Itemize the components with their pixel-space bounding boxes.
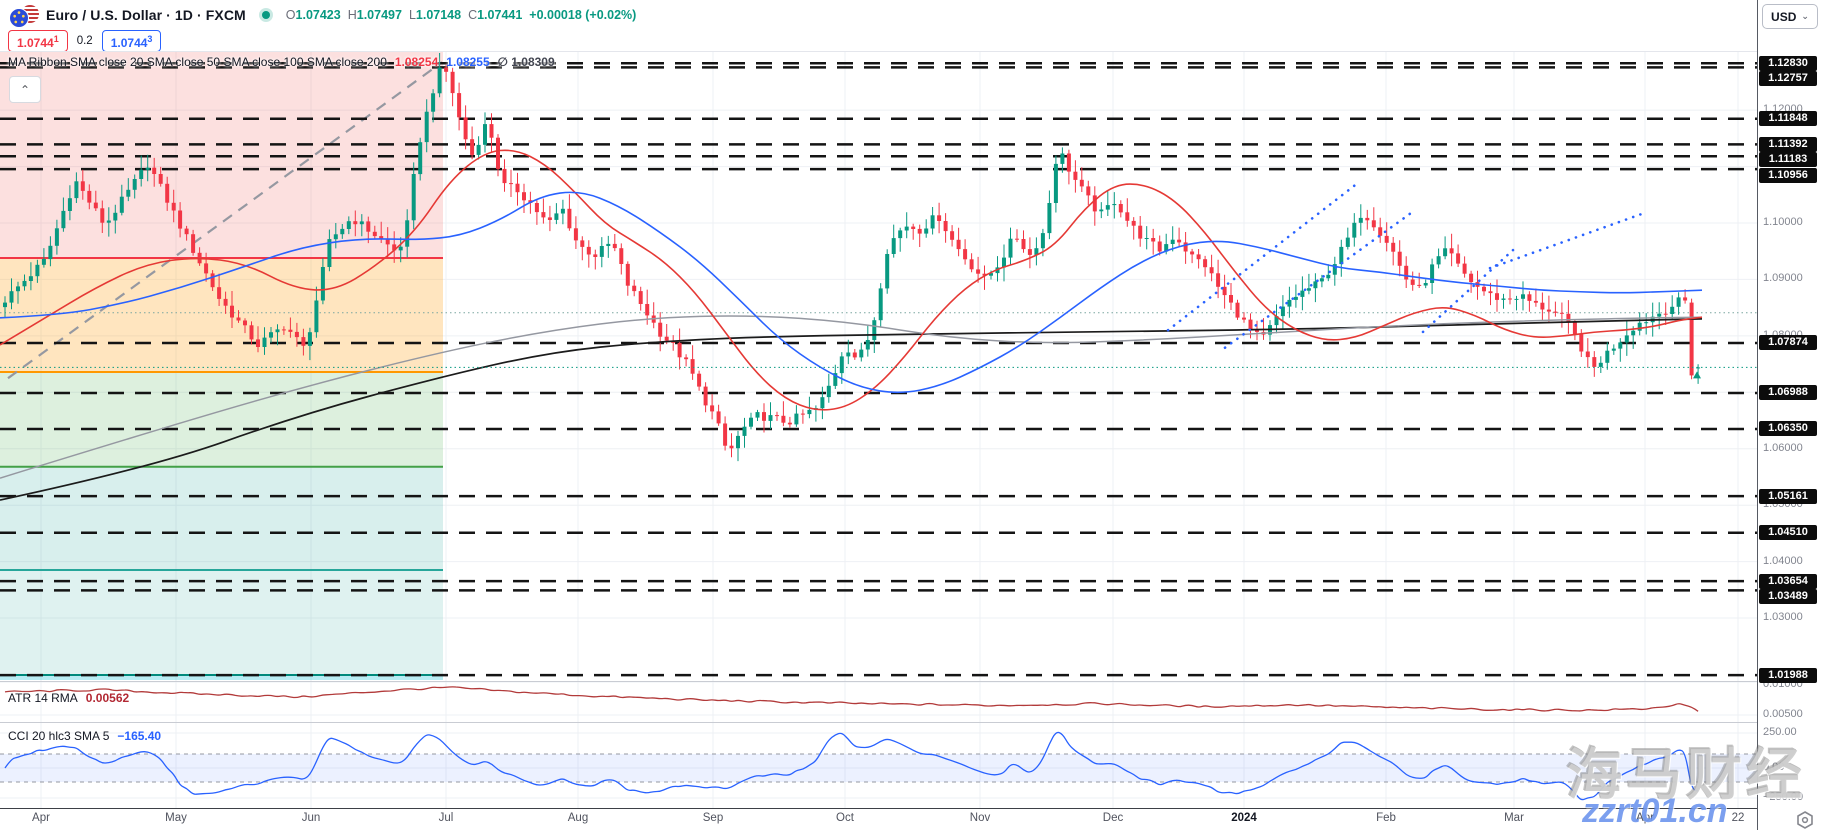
ohlc-values: O1.07423 H1.07497 L1.07148 C1.07441 +0.0… [286, 8, 637, 22]
price-level-tag: 1.12830 [1759, 56, 1817, 71]
time-axis-separator [0, 808, 1821, 809]
spread-value: 0.2 [76, 35, 93, 47]
indicator-scale-label: 0.00500 [1763, 708, 1803, 720]
time-axis[interactable]: Apr May Jun Jul Aug Sep Oct Nov Dec 2024 Feb Mar Apr… [0, 809, 1757, 830]
symbol-title[interactable]: Euro / U.S. Dollar · 1D · FXCM [46, 7, 246, 23]
indicator-scale-label: 0.00 [1763, 761, 1785, 773]
buy-button[interactable]: 1.07443 [101, 30, 162, 52]
low-label: L [408, 8, 416, 22]
currency-dropdown[interactable]: USD ⌄ [1762, 4, 1818, 29]
price-scale-label: 1.09000 [1763, 272, 1803, 284]
price-level-tag: 1.06988 [1759, 385, 1817, 400]
ma-ribbon-value-2: 1.08255 [446, 55, 490, 69]
axis-corner-cell [1758, 809, 1821, 830]
price-level-tag: 1.03654 [1759, 574, 1817, 589]
price-level-tag: 1.11392 [1759, 137, 1817, 152]
time-axis-label: 2024 [1231, 812, 1257, 824]
header-divider [0, 51, 1757, 52]
ma-ribbon-value-1: 1.08254 [394, 55, 439, 69]
time-axis-label: Dec [1102, 812, 1124, 824]
collapse-legend-button[interactable]: ⌃ [9, 76, 41, 103]
time-axis-label: Aug [567, 812, 589, 824]
time-axis-label: Jul [438, 812, 454, 824]
currency-label: USD [1771, 9, 1797, 24]
open-value: 1.07423 [295, 8, 341, 22]
sell-button[interactable]: 1.07441 [8, 30, 68, 52]
low-value: 1.07148 [415, 8, 462, 22]
high-value: 1.07497 [356, 8, 402, 22]
ma-ribbon-avg-symbol: ∅ [497, 55, 508, 69]
sell-price-sup: 1 [53, 34, 59, 44]
time-axis-label: Feb [1376, 812, 1396, 824]
price-scale[interactable]: USD ⌄ 1.120001.100001.090001.080001.0600… [1758, 0, 1821, 830]
time-axis-label: Oct [836, 812, 854, 824]
time-axis-label: Jun [301, 812, 321, 824]
atr-legend: ATR 14 RMA 0.00562 [8, 691, 129, 705]
ma-ribbon-legend: MA Ribbon SMA close 20 SMA close 50 SMA … [8, 55, 555, 69]
price-level-tag: 1.05161 [1759, 489, 1817, 504]
price-scale-label: 1.04000 [1763, 555, 1803, 567]
pane-separator-atr[interactable] [0, 681, 1821, 682]
main-chart-canvas[interactable] [0, 0, 1757, 808]
indicator-scale-label: 250.00 [1763, 726, 1797, 738]
cci-value: −165.40 [117, 729, 162, 743]
price-scale-label: 1.10000 [1763, 216, 1803, 228]
price-scale-label: 1.06000 [1763, 442, 1803, 454]
atr-value: 0.00562 [85, 691, 130, 705]
price-level-tag: 1.03489 [1759, 589, 1817, 604]
price-scale-separator [1757, 0, 1758, 830]
price-level-tag: 1.12757 [1759, 71, 1817, 86]
symbol-logo-icon [8, 4, 42, 28]
time-axis-label: Sep [702, 812, 724, 824]
cci-title[interactable]: CCI 20 hlc3 SMA 5 [8, 729, 110, 743]
quote-row: 1.07441 0.2 1.07443 [0, 30, 1757, 52]
price-level-tag: 1.11183 [1759, 152, 1817, 167]
time-axis-label: May [165, 812, 187, 824]
buy-price-sup: 3 [147, 34, 153, 44]
close-label: C [468, 8, 478, 22]
time-axis-label: 22 [1731, 812, 1745, 824]
price-level-tag: 1.06350 [1759, 421, 1817, 436]
ma-ribbon-avg-value: 1.08309 [511, 55, 555, 69]
buy-price: 1.0744 [110, 36, 148, 50]
high-label: H [347, 8, 357, 22]
cci-legend: CCI 20 hlc3 SMA 5 −165.40 [8, 729, 161, 743]
chevron-down-icon: ⌄ [1801, 11, 1809, 21]
eu-flag-icon [9, 8, 29, 28]
price-level-tag: 1.11848 [1759, 111, 1817, 126]
change-value: +0.00018 (+0.02%) [529, 8, 637, 22]
price-scale-label: 1.03000 [1763, 611, 1803, 623]
sell-price: 1.0744 [17, 36, 54, 50]
price-level-tag: 1.10956 [1759, 168, 1817, 183]
time-axis-label: Nov [969, 812, 991, 824]
price-level-tag: 1.01988 [1759, 668, 1817, 683]
price-level-tag: 1.04510 [1759, 525, 1817, 540]
indicator-scale-label: −250.00 [1763, 791, 1804, 803]
ma-ribbon-title[interactable]: MA Ribbon SMA close 20 SMA close 50 SMA … [8, 55, 387, 69]
atr-title[interactable]: ATR 14 RMA [8, 691, 78, 705]
time-axis-label: Apr [1636, 812, 1654, 824]
time-axis-label: Mar [1504, 812, 1524, 824]
market-status-icon [261, 11, 270, 19]
logo-icon[interactable] [1794, 810, 1816, 830]
close-value: 1.07441 [477, 8, 523, 22]
chart-header: Euro / U.S. Dollar · 1D · FXCM O1.07423 … [0, 0, 1757, 30]
open-label: O [285, 8, 296, 22]
pane-separator-cci[interactable] [0, 722, 1821, 723]
price-level-tag: 1.07874 [1759, 335, 1817, 350]
chevron-up-icon: ⌃ [19, 82, 31, 97]
time-axis-label: Apr [32, 812, 50, 824]
